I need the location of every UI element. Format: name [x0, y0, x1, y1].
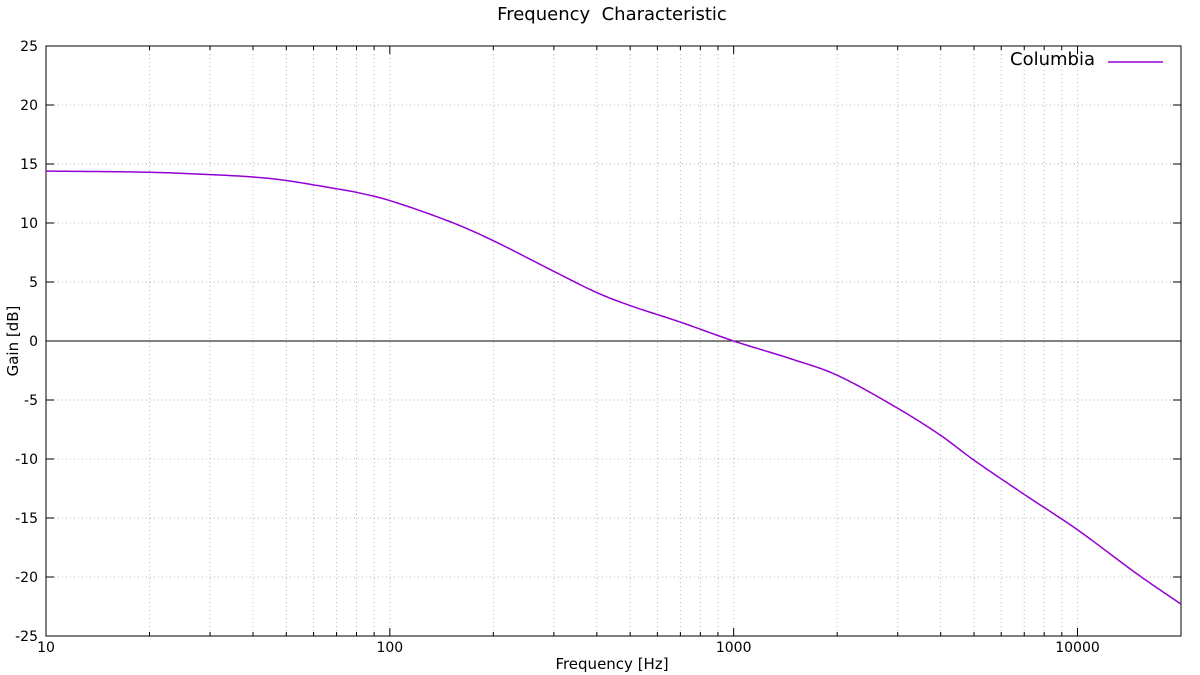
chart-title: Frequency Characteristic: [497, 4, 727, 25]
y-tick-label: 25: [20, 39, 38, 55]
y-tick-label: -25: [15, 629, 38, 645]
y-tick-label: -15: [15, 511, 38, 527]
legend-label-columbia: Columbia: [1010, 49, 1095, 70]
y-tick-label: -20: [15, 570, 38, 586]
y-tick-label: 20: [20, 98, 38, 114]
x-tick-label: 10: [37, 640, 55, 656]
y-tick-label: 5: [29, 275, 38, 291]
y-tick-label: -5: [24, 393, 38, 409]
series-line-columbia: [45, 170, 1182, 605]
axis-ticks: 10 100 1000 10000 25 20 15 10 5 0 -5 -10 -15 -20 -25: [15, 39, 1182, 656]
y-tick-label: 15: [20, 157, 38, 173]
x-tick-label: 1000: [716, 640, 752, 656]
legend: Columbia: [1010, 49, 1163, 70]
y-tick-label: 10: [20, 216, 38, 232]
y-axis-title: Gain [dB]: [4, 306, 22, 377]
y-tick-label: 0: [29, 334, 38, 350]
x-axis-title: Frequency [Hz]: [555, 655, 668, 673]
y-tick-label: -10: [15, 452, 38, 468]
x-tick-label: 100: [376, 640, 403, 656]
series-layer: [45, 170, 1182, 605]
x-tick-label: 10000: [1055, 640, 1100, 656]
